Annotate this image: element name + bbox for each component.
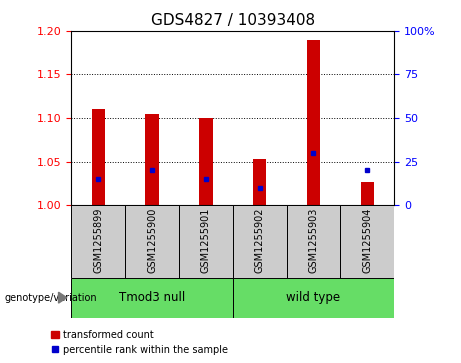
Bar (125, 205, 179, 278)
Bar (199, 118, 213, 205)
Bar (92, 109, 105, 205)
Polygon shape (59, 292, 67, 303)
Text: GSM1255904: GSM1255904 (362, 207, 372, 273)
Text: GSM1255903: GSM1255903 (308, 207, 319, 273)
Bar (233, 278, 394, 318)
Text: GSM1255900: GSM1255900 (147, 207, 157, 273)
Text: Tmod3 null: Tmod3 null (119, 291, 185, 304)
Text: GSM1255902: GSM1255902 (254, 207, 265, 273)
Bar (71, 278, 233, 318)
Bar (361, 182, 374, 205)
Bar (233, 205, 287, 278)
Text: GSM1255901: GSM1255901 (201, 207, 211, 273)
Bar (307, 40, 320, 205)
Text: wild type: wild type (286, 291, 341, 304)
Bar (340, 205, 394, 278)
Legend: transformed count, percentile rank within the sample: transformed count, percentile rank withi… (51, 330, 228, 355)
Title: GDS4827 / 10393408: GDS4827 / 10393408 (151, 13, 315, 28)
Bar (179, 205, 233, 278)
Bar (287, 205, 340, 278)
Bar (71, 205, 125, 278)
Text: genotype/variation: genotype/variation (5, 293, 97, 303)
Bar (253, 159, 266, 205)
Text: GSM1255899: GSM1255899 (93, 207, 103, 273)
Bar (145, 114, 159, 205)
